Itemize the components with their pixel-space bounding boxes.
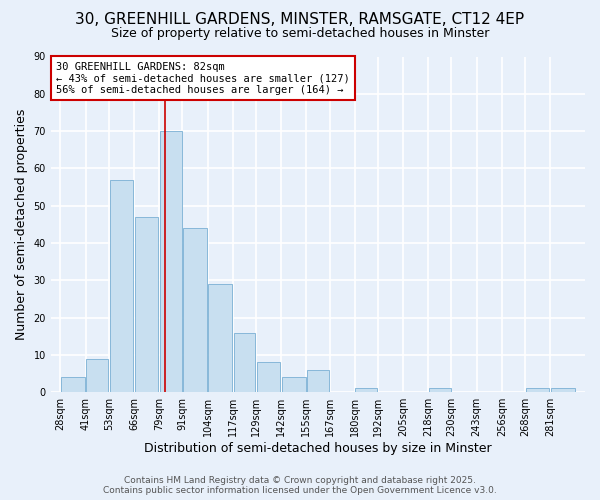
Bar bbox=[110, 180, 133, 392]
Text: Contains HM Land Registry data © Crown copyright and database right 2025.
Contai: Contains HM Land Registry data © Crown c… bbox=[103, 476, 497, 495]
Bar bbox=[551, 388, 575, 392]
Bar bbox=[282, 378, 305, 392]
Bar bbox=[355, 388, 377, 392]
Bar bbox=[526, 388, 550, 392]
Text: 30 GREENHILL GARDENS: 82sqm
← 43% of semi-detached houses are smaller (127)
56% : 30 GREENHILL GARDENS: 82sqm ← 43% of sem… bbox=[56, 62, 350, 94]
Text: Size of property relative to semi-detached houses in Minster: Size of property relative to semi-detach… bbox=[111, 28, 489, 40]
Bar bbox=[307, 370, 329, 392]
Bar bbox=[183, 228, 207, 392]
Bar bbox=[61, 378, 85, 392]
Bar bbox=[233, 332, 255, 392]
Bar bbox=[160, 131, 182, 392]
Bar bbox=[135, 217, 158, 392]
Bar bbox=[208, 284, 232, 392]
X-axis label: Distribution of semi-detached houses by size in Minster: Distribution of semi-detached houses by … bbox=[144, 442, 492, 455]
Text: 30, GREENHILL GARDENS, MINSTER, RAMSGATE, CT12 4EP: 30, GREENHILL GARDENS, MINSTER, RAMSGATE… bbox=[76, 12, 524, 28]
Bar bbox=[257, 362, 280, 392]
Bar bbox=[429, 388, 451, 392]
Bar bbox=[86, 358, 108, 392]
Y-axis label: Number of semi-detached properties: Number of semi-detached properties bbox=[15, 108, 28, 340]
